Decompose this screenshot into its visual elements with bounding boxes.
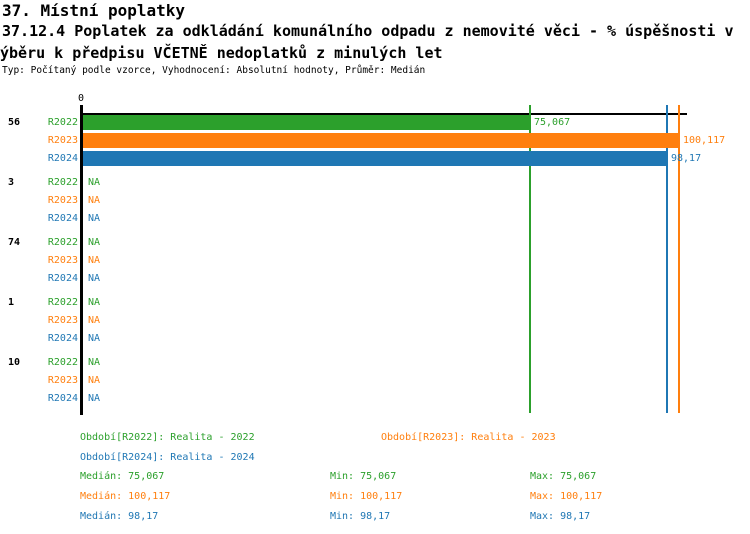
group-label: 56 <box>8 117 21 128</box>
na-value-label: NA <box>88 195 101 206</box>
bar-r2023 <box>83 133 680 148</box>
bar-value-label: 75,067 <box>534 117 571 128</box>
series-row-label-r2022: R2022 <box>47 177 78 188</box>
series-row-label-r2024: R2024 <box>47 213 78 224</box>
na-value-label: NA <box>88 297 101 308</box>
series-row-label-r2023: R2023 <box>47 135 78 146</box>
x-axis-zero-tick-label: 0 <box>77 93 85 104</box>
group-label: 74 <box>8 237 21 248</box>
group-label: 10 <box>8 357 21 368</box>
na-value-label: NA <box>88 177 101 188</box>
report-meta: Typ: Počítaný podle vzorce, Vyhodnocení:… <box>2 65 426 76</box>
bar-r2024 <box>83 151 668 166</box>
legend-median-label-r2024: Medián: 98,17 <box>80 511 159 522</box>
bar-value-label: 98,17 <box>671 153 702 164</box>
legend-min-label-r2022: Min: 75,067 <box>330 471 397 482</box>
na-value-label: NA <box>88 273 101 284</box>
legend-period-label-r2022: Období[R2022]: Realita - 2022 <box>80 432 255 443</box>
legend-median-label-r2022: Medián: 75,067 <box>80 471 165 482</box>
group-label: 1 <box>8 297 15 308</box>
na-value-label: NA <box>88 255 101 266</box>
series-row-label-r2023: R2023 <box>47 375 78 386</box>
series-row-label-r2023: R2023 <box>47 255 78 266</box>
legend-median-label-r2023: Medián: 100,117 <box>80 491 171 502</box>
legend-max-label-r2023: Max: 100,117 <box>530 491 603 502</box>
report-title: 37. Místní poplatky <box>2 1 186 20</box>
series-row-label-r2024: R2024 <box>47 393 78 404</box>
na-value-label: NA <box>88 237 101 248</box>
y-axis-line <box>80 105 83 415</box>
na-value-label: NA <box>88 393 101 404</box>
bar-r2022 <box>83 115 531 130</box>
na-value-label: NA <box>88 213 101 224</box>
group-label: 3 <box>8 177 15 188</box>
na-value-label: NA <box>88 357 101 368</box>
reference-line-r2024 <box>666 105 668 413</box>
na-value-label: NA <box>88 375 101 386</box>
legend-period-label-r2024: Období[R2024]: Realita - 2024 <box>80 452 255 463</box>
series-row-label-r2023: R2023 <box>47 315 78 326</box>
report-subtitle-line1: 37.12.4 Poplatek za odkládání komunálníh… <box>2 22 734 40</box>
series-row-label-r2023: R2023 <box>47 195 78 206</box>
legend-min-label-r2024: Min: 98,17 <box>330 511 391 522</box>
reference-line-r2022 <box>529 105 531 413</box>
na-value-label: NA <box>88 333 101 344</box>
series-row-label-r2024: R2024 <box>47 333 78 344</box>
series-row-label-r2024: R2024 <box>47 153 78 164</box>
legend-min-label-r2023: Min: 100,117 <box>330 491 403 502</box>
legend-period-label-r2023: Období[R2023]: Realita - 2023 <box>381 432 556 443</box>
series-row-label-r2024: R2024 <box>47 273 78 284</box>
legend-max-label-r2024: Max: 98,17 <box>530 511 591 522</box>
x-axis-baseline <box>80 113 687 115</box>
na-value-label: NA <box>88 315 101 326</box>
series-row-label-r2022: R2022 <box>47 237 78 248</box>
legend-max-label-r2022: Max: 75,067 <box>530 471 597 482</box>
series-row-label-r2022: R2022 <box>47 117 78 128</box>
reference-line-r2023 <box>678 105 680 413</box>
series-row-label-r2022: R2022 <box>47 297 78 308</box>
report-subtitle-line2: ýběru k předpisu VČETNĚ nedoplatků z min… <box>0 44 443 62</box>
series-row-label-r2022: R2022 <box>47 357 78 368</box>
bar-value-label: 100,117 <box>683 135 726 146</box>
